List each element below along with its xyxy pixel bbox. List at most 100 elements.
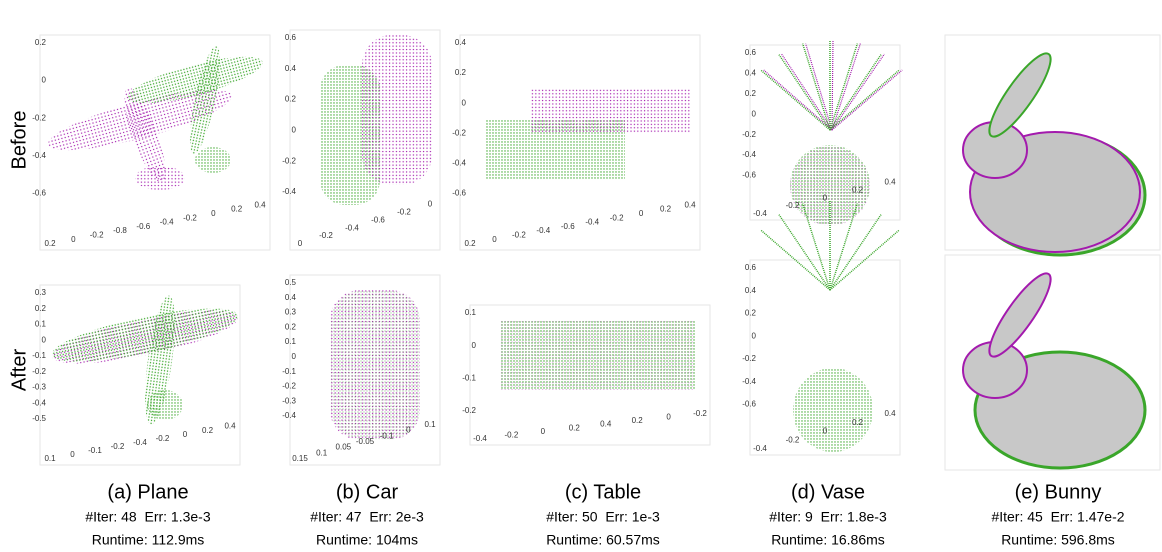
tick-label: 0: [823, 193, 828, 202]
tick-label: -0.6: [742, 400, 756, 409]
tick-label: 0: [42, 76, 47, 85]
tick-label: 0.2: [35, 304, 47, 313]
tick-label: -0.2: [32, 367, 46, 376]
tick-label: -0.2: [111, 442, 125, 451]
tick-label: -0.8: [113, 226, 127, 235]
tick-label: -0.2: [32, 113, 46, 122]
tick-label: -0.2: [319, 231, 333, 240]
tick-label: -0.6: [136, 222, 150, 231]
point-cloud: [779, 214, 830, 290]
tick-label: 0.2: [569, 423, 581, 432]
caption: (c) Table: [565, 481, 641, 503]
tick-label: 0: [406, 426, 411, 435]
tick-label: -0.4: [452, 159, 466, 168]
tick-label: -0.1: [32, 351, 46, 360]
tick-label: -0.4: [32, 151, 46, 160]
tick-label: 0.6: [745, 263, 757, 272]
tick-label: -0.2: [693, 409, 707, 418]
tick-label: -0.2: [505, 431, 519, 440]
tick-label: -0.2: [397, 207, 411, 216]
tick-label: -0.4: [160, 218, 174, 227]
tick-label: -0.2: [282, 156, 296, 165]
tick-label: 0: [42, 335, 47, 344]
tick-label: -0.5: [32, 414, 46, 423]
tick-label: -0.4: [536, 226, 550, 235]
tick-label: 0.4: [884, 178, 896, 187]
tick-label: -0.4: [473, 434, 487, 443]
point-cloud: [195, 147, 231, 173]
point-cloud: [830, 44, 857, 130]
tick-label: 0: [292, 352, 297, 361]
tick-label: -0.2: [452, 128, 466, 137]
tick-label: -0.6: [561, 222, 575, 231]
row-label: Before: [8, 111, 30, 170]
point-cloud: [803, 44, 830, 130]
tick-label: -0.6: [32, 189, 46, 198]
tick-label: -0.1: [88, 446, 102, 455]
point-cloud: [501, 321, 695, 390]
caption: (e) Bunny: [1015, 481, 1102, 503]
tick-label: -0.4: [282, 187, 296, 196]
tick-label: 0.3: [285, 308, 297, 317]
tick-label: 0.2: [285, 95, 297, 104]
runtime: Runtime: 60.57ms: [546, 532, 660, 548]
stats: #Iter: 45 Err: 1.47e-2: [991, 509, 1124, 525]
tick-label: 0.2: [632, 416, 644, 425]
tick-label: 0.4: [285, 64, 297, 73]
point-cloud: [362, 35, 432, 185]
tick-label: 0: [298, 239, 303, 248]
point-cloud: [832, 44, 860, 130]
point-cloud: [779, 54, 830, 130]
caption: (a) Plane: [107, 481, 188, 503]
tick-label: 0.2: [745, 89, 757, 98]
tick-label: 0.4: [224, 422, 236, 431]
point-cloud: [832, 70, 902, 130]
tick-label: 0.2: [44, 239, 56, 248]
tick-label: -0.1: [380, 431, 394, 440]
tick-label: 0.4: [285, 293, 297, 302]
stats: #Iter: 47 Err: 2e-3: [310, 509, 424, 525]
tick-label: -0.4: [742, 150, 756, 159]
tick-label: 0.2: [464, 239, 476, 248]
runtime: Runtime: 104ms: [316, 532, 418, 548]
tick-label: -0.6: [742, 171, 756, 180]
tick-label: 0.2: [852, 185, 864, 194]
tick-label: 0: [211, 209, 216, 218]
tick-label: -0.4: [32, 398, 46, 407]
stats: #Iter: 9 Err: 1.8e-3: [769, 509, 887, 525]
tick-label: 0.3: [35, 288, 47, 297]
tick-label: -0.2: [742, 130, 756, 139]
tick-label: 0: [70, 450, 75, 459]
tick-label: 0.2: [660, 205, 672, 214]
point-cloud: [331, 291, 420, 439]
tick-label: -0.1: [282, 367, 296, 376]
tick-label: 0: [752, 331, 757, 340]
point-cloud: [832, 40, 833, 130]
point-cloud: [806, 44, 832, 130]
tick-label: 0.4: [745, 69, 757, 78]
point-cloud: [981, 267, 1060, 364]
tick-label: -0.3: [282, 396, 296, 405]
tick-label: -0.4: [282, 411, 296, 420]
tick-label: 0: [292, 126, 297, 135]
tick-label: 0: [752, 109, 757, 118]
tick-label: 0.4: [455, 38, 467, 47]
point-cloud: [530, 88, 690, 133]
stats: #Iter: 50 Err: 1e-3: [546, 509, 660, 525]
tick-label: -0.2: [512, 231, 526, 240]
tick-label: -0.2: [90, 231, 104, 240]
tick-label: -0.2: [183, 213, 197, 222]
tick-label: -0.2: [786, 435, 800, 444]
tick-label: 0: [639, 209, 644, 218]
point-cloud: [782, 54, 832, 130]
tick-label: 0.4: [745, 286, 757, 295]
tick-label: 0.2: [455, 68, 467, 77]
tick-label: 0.5: [285, 278, 297, 287]
tick-label: 0.2: [202, 426, 214, 435]
tick-label: -0.2: [610, 213, 624, 222]
tick-label: 0.2: [35, 38, 47, 47]
tick-label: 0.4: [884, 409, 896, 418]
tick-label: 0: [541, 427, 546, 436]
tick-label: 0.6: [745, 48, 757, 57]
point-cloud: [830, 214, 881, 290]
